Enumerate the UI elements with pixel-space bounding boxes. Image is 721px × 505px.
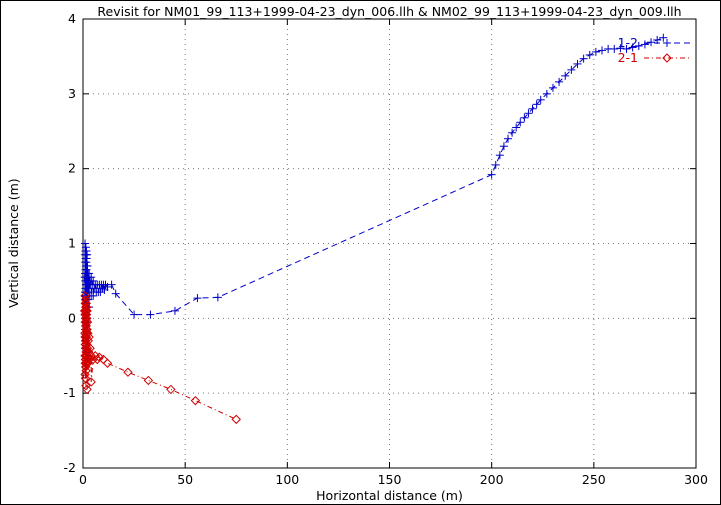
diamond-marker bbox=[82, 313, 92, 324]
diamond-marker bbox=[81, 302, 92, 312]
x-tick-label: 300 bbox=[684, 472, 708, 487]
diamond-marker bbox=[94, 352, 105, 362]
legend: 1-22-1 bbox=[618, 35, 690, 65]
diamond-marker bbox=[662, 53, 672, 63]
x-tick-label: 200 bbox=[480, 472, 504, 487]
diamond-marker bbox=[81, 380, 91, 391]
diamond-marker bbox=[123, 367, 133, 377]
diamond-marker bbox=[82, 324, 92, 335]
y-tick-label: -2 bbox=[64, 460, 76, 475]
diamond-marker bbox=[81, 358, 92, 368]
axis-tick-labels: 0 50 100 150 200 250 300 -2 -1 0 1 2 3 4 bbox=[64, 11, 708, 487]
diamond-marker bbox=[81, 366, 91, 376]
diamond-marker bbox=[82, 384, 92, 395]
x-axis-label: Horizontal distance (m) bbox=[316, 488, 463, 503]
diamond-marker bbox=[82, 343, 93, 353]
x-tick-label: 50 bbox=[177, 472, 193, 487]
grid bbox=[83, 19, 696, 468]
diamond-marker bbox=[84, 332, 94, 342]
diamond-marker bbox=[231, 414, 241, 425]
diamond-marker bbox=[190, 395, 201, 406]
series-line bbox=[84, 37, 664, 353]
x-tick-label: 0 bbox=[79, 472, 87, 487]
axis-ticks bbox=[82, 18, 697, 469]
diamond-marker bbox=[82, 306, 92, 316]
chart-title: Revisit for NM01_99_113+1999-04-23_dyn_0… bbox=[97, 4, 682, 19]
diamond-marker bbox=[86, 377, 96, 387]
plot-border bbox=[82, 18, 697, 469]
series-2-1 bbox=[79, 291, 241, 425]
diamond-marker bbox=[166, 384, 176, 395]
y-tick-label: 2 bbox=[68, 161, 76, 176]
y-tick-label: -1 bbox=[64, 385, 76, 400]
y-tick-label: 3 bbox=[68, 86, 76, 101]
diamond-marker bbox=[143, 375, 154, 386]
legend-label: 2-1 bbox=[618, 50, 638, 65]
series-1-2 bbox=[80, 33, 668, 357]
diamond-marker bbox=[102, 358, 113, 368]
y-tick-label: 1 bbox=[68, 236, 76, 251]
x-tick-label: 150 bbox=[378, 472, 402, 487]
y-tick-label: 0 bbox=[68, 310, 76, 325]
diamond-marker bbox=[84, 354, 94, 365]
diamond-marker bbox=[92, 354, 103, 365]
series-line bbox=[84, 295, 237, 420]
legend-label: 1-2 bbox=[618, 35, 638, 50]
x-tick-label: 250 bbox=[582, 472, 606, 487]
y-tick-label: 4 bbox=[68, 11, 76, 26]
diamond-marker bbox=[86, 351, 96, 361]
diamond-marker bbox=[82, 317, 93, 327]
x-tick-label: 100 bbox=[275, 472, 299, 487]
